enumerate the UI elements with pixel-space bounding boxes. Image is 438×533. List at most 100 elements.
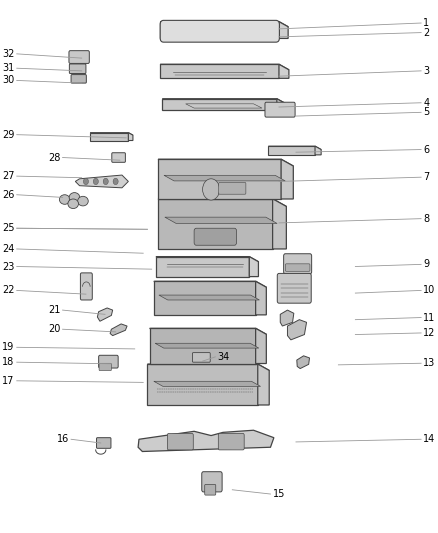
Polygon shape	[164, 175, 285, 181]
Text: 10: 10	[423, 286, 435, 295]
Text: 20: 20	[48, 324, 60, 334]
FancyBboxPatch shape	[265, 102, 295, 117]
Text: 31: 31	[2, 63, 14, 73]
Ellipse shape	[68, 199, 78, 208]
Polygon shape	[160, 22, 288, 27]
Polygon shape	[75, 175, 128, 188]
FancyBboxPatch shape	[81, 273, 92, 300]
Polygon shape	[148, 364, 269, 370]
FancyBboxPatch shape	[71, 75, 86, 83]
Polygon shape	[256, 281, 266, 315]
Text: 16: 16	[57, 434, 69, 445]
Polygon shape	[272, 199, 286, 249]
Text: 8: 8	[423, 214, 429, 224]
FancyBboxPatch shape	[219, 182, 246, 194]
FancyBboxPatch shape	[277, 273, 311, 303]
Polygon shape	[158, 159, 281, 199]
Polygon shape	[160, 64, 279, 78]
Polygon shape	[268, 146, 315, 155]
Circle shape	[203, 179, 219, 200]
Polygon shape	[149, 328, 266, 334]
Polygon shape	[281, 159, 293, 199]
Polygon shape	[110, 324, 127, 336]
Text: 21: 21	[48, 305, 60, 315]
Polygon shape	[156, 256, 258, 262]
FancyBboxPatch shape	[99, 364, 111, 370]
FancyBboxPatch shape	[285, 264, 310, 271]
Polygon shape	[90, 133, 128, 141]
Polygon shape	[279, 22, 288, 38]
Text: 22: 22	[2, 286, 14, 295]
Polygon shape	[249, 256, 258, 277]
Text: 28: 28	[48, 152, 60, 163]
Polygon shape	[258, 364, 269, 405]
Circle shape	[113, 178, 118, 184]
Polygon shape	[186, 104, 262, 108]
FancyBboxPatch shape	[284, 254, 312, 274]
Polygon shape	[160, 22, 279, 38]
Polygon shape	[158, 199, 272, 249]
Polygon shape	[297, 356, 310, 368]
Circle shape	[83, 178, 88, 184]
Polygon shape	[154, 281, 256, 315]
Text: 32: 32	[2, 49, 14, 59]
FancyBboxPatch shape	[99, 356, 118, 368]
Text: 1: 1	[423, 18, 429, 28]
Circle shape	[103, 178, 108, 184]
Polygon shape	[149, 328, 256, 364]
Polygon shape	[128, 133, 133, 141]
FancyBboxPatch shape	[205, 484, 216, 495]
Text: 26: 26	[2, 190, 14, 200]
Polygon shape	[97, 308, 113, 321]
Text: 7: 7	[423, 172, 430, 182]
Text: 18: 18	[2, 357, 14, 367]
FancyBboxPatch shape	[112, 153, 125, 163]
Ellipse shape	[69, 192, 80, 202]
Text: 9: 9	[423, 260, 429, 269]
Polygon shape	[158, 159, 293, 166]
Text: 14: 14	[423, 434, 435, 445]
Text: 30: 30	[2, 76, 14, 85]
Polygon shape	[138, 430, 274, 451]
FancyBboxPatch shape	[202, 472, 222, 492]
FancyBboxPatch shape	[218, 433, 244, 450]
Polygon shape	[155, 343, 259, 348]
Polygon shape	[315, 146, 321, 155]
Ellipse shape	[78, 196, 88, 206]
Polygon shape	[90, 133, 133, 135]
FancyBboxPatch shape	[194, 228, 237, 245]
Polygon shape	[159, 295, 259, 300]
Polygon shape	[165, 217, 277, 223]
Text: 29: 29	[2, 130, 14, 140]
Text: 24: 24	[2, 244, 14, 254]
Polygon shape	[158, 199, 286, 206]
Ellipse shape	[60, 195, 70, 204]
Polygon shape	[279, 64, 289, 78]
Text: 17: 17	[2, 376, 14, 386]
Polygon shape	[154, 381, 261, 386]
Text: 15: 15	[272, 489, 285, 499]
Text: 3: 3	[423, 66, 429, 76]
Circle shape	[93, 178, 99, 184]
Text: 34: 34	[217, 352, 230, 362]
Text: 4: 4	[423, 98, 429, 108]
Polygon shape	[162, 99, 277, 110]
Text: 13: 13	[423, 358, 435, 368]
Text: 11: 11	[423, 312, 435, 322]
Polygon shape	[256, 328, 266, 364]
Polygon shape	[268, 146, 321, 150]
Polygon shape	[156, 256, 249, 277]
Text: 27: 27	[2, 171, 14, 181]
Text: 5: 5	[423, 107, 430, 117]
Polygon shape	[287, 320, 307, 340]
Polygon shape	[280, 310, 294, 326]
Text: 6: 6	[423, 144, 429, 155]
FancyBboxPatch shape	[69, 64, 86, 74]
Text: 2: 2	[423, 28, 430, 38]
FancyBboxPatch shape	[96, 438, 111, 448]
Text: 23: 23	[2, 262, 14, 271]
Polygon shape	[277, 99, 286, 110]
FancyBboxPatch shape	[167, 433, 193, 450]
Text: 12: 12	[423, 328, 436, 338]
FancyBboxPatch shape	[160, 20, 279, 42]
